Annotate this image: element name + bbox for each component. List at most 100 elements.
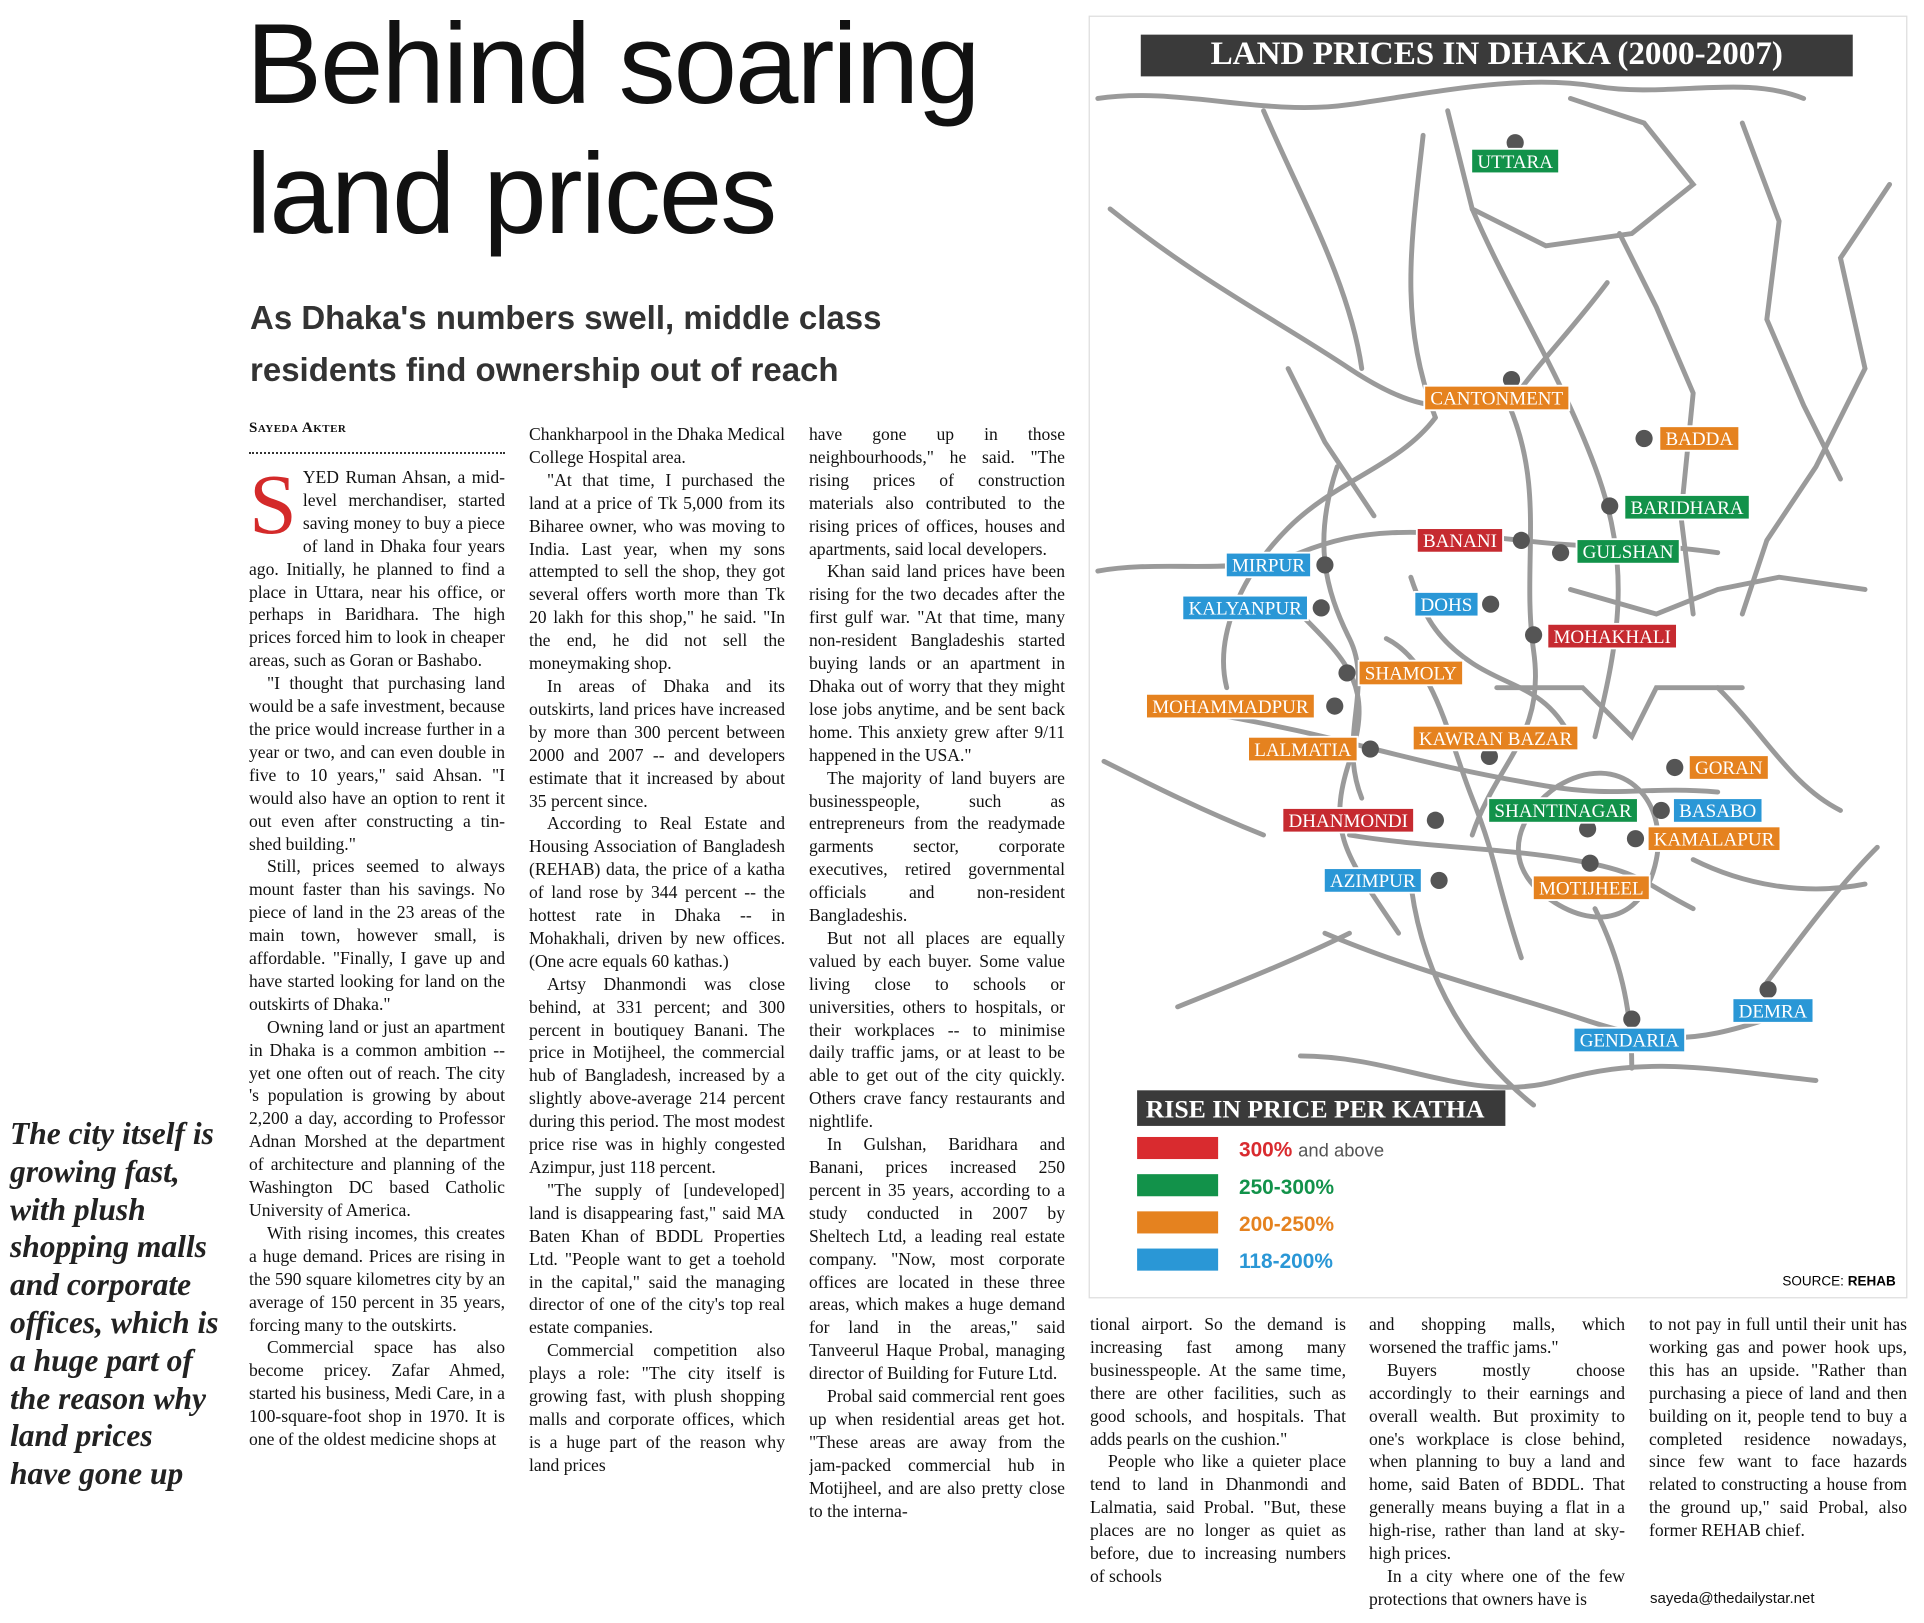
location-label: DOHS (1421, 595, 1473, 616)
text-column: have gone up in those neighbourhoods," h… (809, 423, 1065, 1616)
paragraph: With rising incomes, this creates a huge… (249, 1222, 505, 1335)
legend-label: 118-200% (1239, 1250, 1333, 1273)
location-label: KALYANPUR (1188, 599, 1302, 620)
text-column: tional airport. So the demand is increas… (1090, 1313, 1346, 1616)
legend-label: 200-250% (1239, 1213, 1334, 1236)
location-label-box (1357, 659, 1464, 687)
location-label-box (1224, 551, 1312, 579)
paragraph: tional airport. So the demand is increas… (1090, 1314, 1346, 1449)
legend-swatch (1137, 1248, 1219, 1271)
location-label-box (1623, 494, 1751, 521)
location-dot (1426, 811, 1444, 829)
paragraph: Khan said land prices have been rising f… (809, 561, 1065, 765)
location-dot (1759, 981, 1777, 999)
location-label-box (1247, 735, 1359, 763)
location-dot (1502, 370, 1521, 389)
subhead-line: residents find ownership out of reach (250, 351, 839, 388)
paragraph: "I thought that purchasing land would be… (249, 673, 505, 854)
paragraph: "At that time, I purchased the land at a… (529, 469, 785, 674)
location-label-box (1415, 527, 1504, 554)
email: sayeda@thedailystar.net (1650, 1590, 1815, 1607)
map-title: LAND PRICES IN DHAKA (2000-2007) (1211, 35, 1783, 72)
paragraph: In areas of Dhaka and its outskirts, lan… (529, 675, 785, 811)
location-label: MOTIJHEEL (1539, 879, 1644, 900)
location-label-box (1470, 147, 1561, 175)
location-dot (1626, 830, 1645, 848)
location-dot (1482, 595, 1500, 613)
legend-title-box (1137, 1090, 1506, 1126)
location-label: BARIDHARA (1631, 498, 1744, 519)
paragraph: Commercial space has also become pricey.… (249, 1337, 505, 1450)
location-label-box (1322, 867, 1423, 894)
text-column: S YED Ruman Ahsan, a mid-level merchandis… (249, 466, 505, 1616)
location-label-box (1531, 874, 1651, 901)
paragraph: But not all places are equally valued by… (809, 927, 1065, 1132)
subhead: As Dhaka's numbers swell, middle class r… (250, 292, 881, 396)
subhead-line: As Dhaka's numbers swell, middle class (250, 299, 882, 336)
legend-note: and above (1298, 1140, 1384, 1161)
location-label-box (1672, 797, 1764, 824)
location-dot (1430, 871, 1448, 890)
location-dot (1338, 664, 1356, 682)
text-column: to not pay in full until their unit has … (1649, 1313, 1907, 1583)
location-label: MOHAMMADPUR (1152, 697, 1309, 718)
legend-entry: 300% and above (1239, 1139, 1384, 1162)
headline: Behind soaring land prices (246, 0, 981, 260)
location-label: BADDA (1666, 429, 1734, 450)
legend-swatch (1137, 1174, 1219, 1197)
legend-swatch (1137, 1211, 1219, 1234)
location-label: MOHAKHALI (1554, 627, 1671, 648)
roads (1095, 79, 1893, 1108)
location-dot (1512, 531, 1530, 549)
location-dot (1666, 758, 1684, 777)
location-label: SHAMOLY (1365, 664, 1457, 685)
location-dot (1652, 801, 1670, 820)
location-dot (1480, 747, 1498, 766)
location-dot (1525, 626, 1543, 644)
location-label-box (1411, 724, 1580, 752)
paragraph-text: YED Ruman Ahsan, a mid-level merchandise… (249, 467, 505, 671)
paragraph: Probal said commercial rent goes up when… (809, 1386, 1065, 1521)
location-label-box (1281, 807, 1415, 834)
paragraph: Artsy Dhanmondi was close behind, at 331… (529, 973, 785, 1177)
location-label: GENDARIA (1580, 1031, 1680, 1052)
headline-line: Behind soaring (246, 1, 981, 128)
location-label: KAWRAN BAZAR (1419, 729, 1573, 750)
location-label: UTTARA (1477, 152, 1553, 173)
text-column: and shopping malls, which worsened the t… (1369, 1313, 1625, 1616)
location-label: BASABO (1679, 801, 1756, 822)
location-label-box (1658, 425, 1741, 452)
location-label: SHANTINAGAR (1494, 801, 1632, 822)
location-dot (1581, 854, 1599, 872)
legend-label: 250-300% (1239, 1176, 1334, 1199)
paragraph: S YED Ruman Ahsan, a mid-level merchandis… (249, 466, 505, 672)
location-label-box (1646, 825, 1782, 852)
paragraph: and shopping malls, which worsened the t… (1369, 1314, 1625, 1357)
location-label: MIRPUR (1232, 556, 1305, 577)
location-label-box (1546, 622, 1678, 650)
legend-label: 300% (1239, 1139, 1292, 1162)
location-label-box (1487, 797, 1639, 824)
location-dot (1326, 697, 1344, 715)
locations: UTTARA CANTONMENT BADDA BARIDHARA BANANI GULS… (1145, 134, 1815, 1054)
drop-cap: S (249, 466, 297, 552)
location-dot (1316, 556, 1334, 574)
map-title-box (1140, 34, 1853, 77)
headline-line: land prices (246, 131, 777, 258)
paragraph: People who like a quieter place tend to … (1090, 1451, 1346, 1586)
location-dot (1635, 429, 1653, 448)
location-dot (1601, 497, 1619, 515)
location-label-box (1731, 997, 1815, 1024)
location-dot (1506, 134, 1524, 152)
paragraph: Still, prices seemed to always mount fas… (249, 856, 505, 1014)
location-label-box (1423, 384, 1571, 412)
location-label: GORAN (1695, 758, 1763, 779)
location-label: GULSHAN (1583, 542, 1674, 563)
location-label: AZIMPUR (1330, 871, 1416, 892)
legend-entry: 200-250% (1239, 1213, 1334, 1236)
location-label: DEMRA (1739, 1001, 1808, 1022)
location-label-box (1181, 594, 1309, 622)
legend: 300% and above 250-300% 200-250% 118-200% (1137, 1136, 1384, 1273)
legend-entry: 118-200% (1239, 1250, 1333, 1273)
location-label-box (1572, 1026, 1687, 1054)
